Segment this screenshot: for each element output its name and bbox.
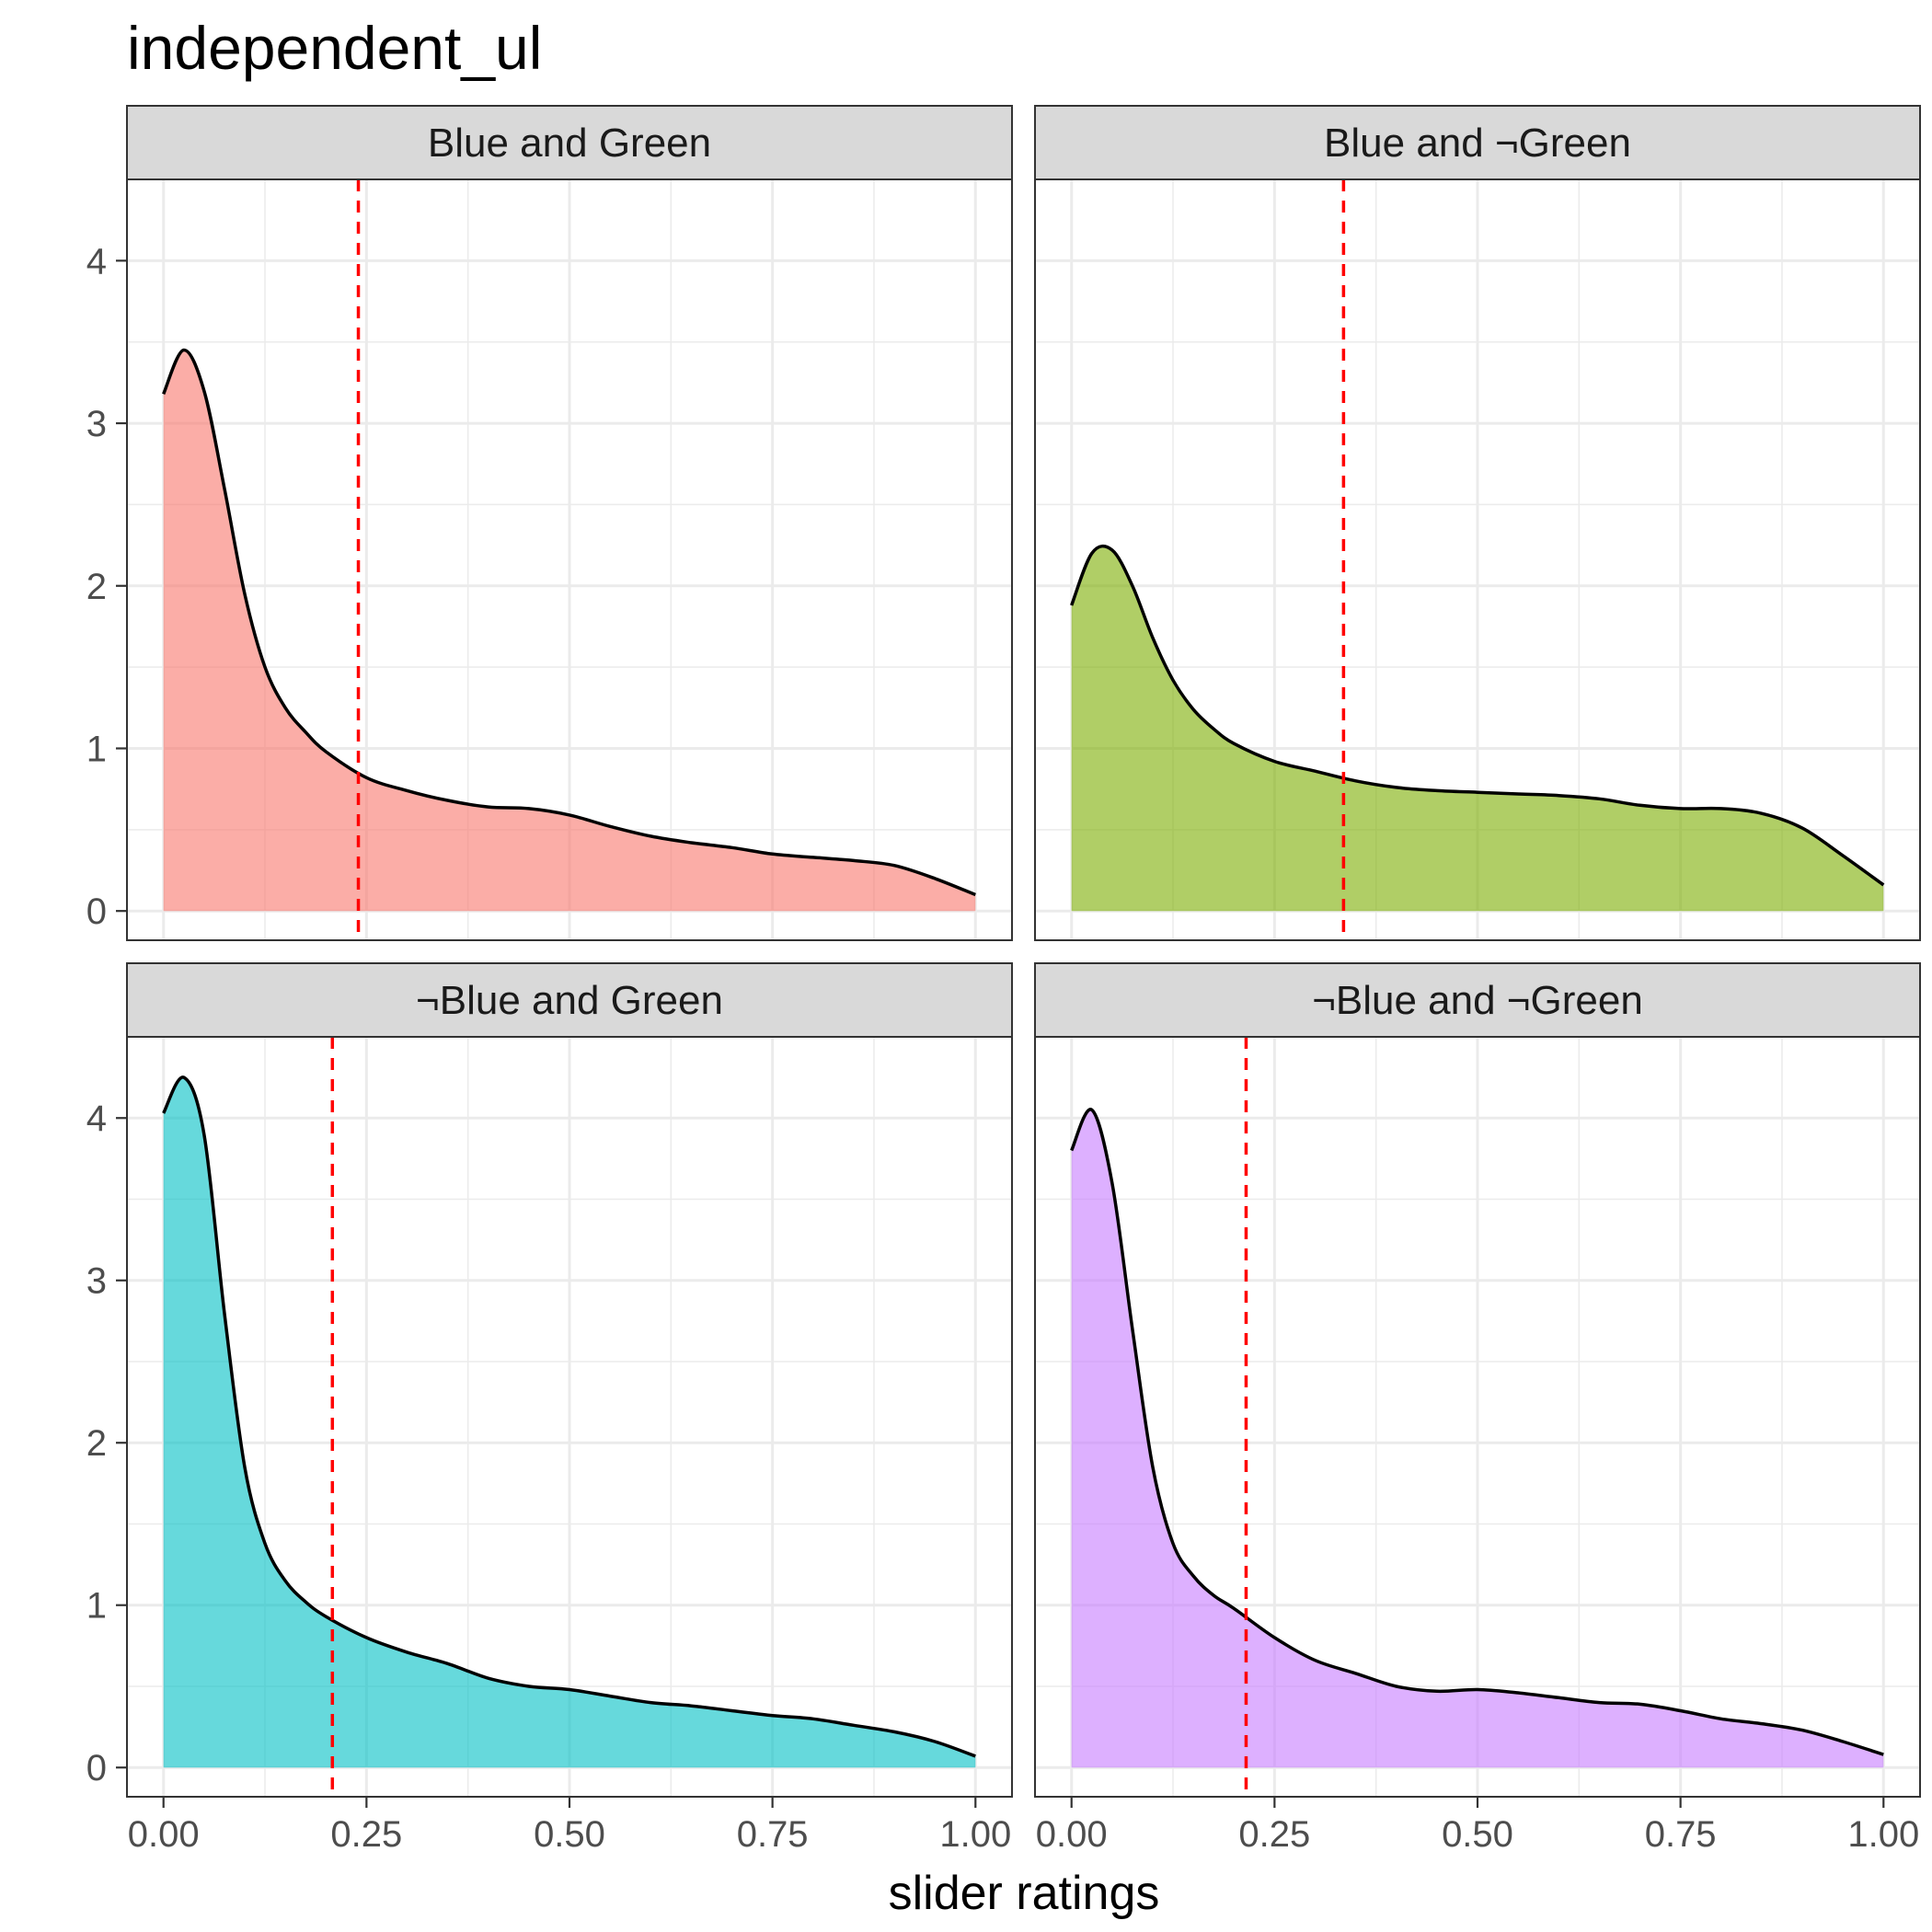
facet-panel: ¬Blue and ¬Green 0.00 0.25 0.50 0.75 1.00 — [1034, 962, 1921, 1855]
facet-strip — [126, 962, 1013, 1038]
y-tick-label: 2 — [86, 1423, 107, 1464]
x-tick-label: 1.00 — [939, 1814, 1011, 1855]
x-axis-title: slider ratings — [889, 1867, 1160, 1920]
facet-panel: Blue and ¬Green — [1034, 105, 1921, 941]
facet-strip-label: ¬Blue and ¬Green — [1312, 978, 1643, 1023]
facet-panels: Blue and Green 0 1 2 3 4 Blue and ¬Green ¬Blue … — [86, 105, 1921, 1855]
chart-title: independent_ul — [127, 14, 542, 82]
y-tick-label: 3 — [86, 404, 107, 444]
x-tick-label: 0.75 — [737, 1814, 809, 1855]
facet-strip — [126, 105, 1013, 180]
y-tick-label: 1 — [86, 729, 107, 769]
panel-border — [126, 178, 1013, 941]
y-tick-label: 4 — [86, 1098, 107, 1139]
facet-panel: ¬Blue and Green 0 1 2 3 4 0.00 0.25 0.50 0.75 1.00 — [86, 962, 1013, 1855]
density-curve — [162, 1075, 976, 1758]
x-tick-label: 1.00 — [1847, 1814, 1919, 1855]
facet-strip-label: Blue and ¬Green — [1324, 121, 1631, 166]
density-area — [1071, 1109, 1884, 1768]
x-tick-label: 0.75 — [1645, 1814, 1717, 1855]
density-area — [1071, 546, 1884, 912]
x-tick-label: 0.00 — [1036, 1814, 1108, 1855]
facet-strip — [1034, 962, 1921, 1038]
facet-panel: Blue and Green 0 1 2 3 4 — [86, 105, 1013, 941]
y-tick-label: 0 — [86, 891, 107, 932]
density-curve — [162, 348, 976, 897]
facet-strip-label: ¬Blue and Green — [416, 978, 723, 1023]
density-curve — [1070, 1108, 1884, 1756]
y-tick-label: 4 — [86, 241, 107, 282]
x-tick-label: 0.00 — [128, 1814, 200, 1855]
x-tick-label: 0.25 — [1238, 1814, 1310, 1855]
facet-strip-label: Blue and Green — [428, 121, 711, 166]
y-tick-label: 2 — [86, 567, 107, 607]
x-tick-label: 0.50 — [1442, 1814, 1513, 1855]
y-tick-label: 3 — [86, 1261, 107, 1302]
panel-border — [1034, 178, 1921, 941]
y-tick-label: 0 — [86, 1748, 107, 1788]
density-area — [163, 350, 976, 912]
x-tick-label: 0.25 — [330, 1814, 402, 1855]
density-area — [163, 1076, 976, 1768]
density-curve — [1070, 544, 1885, 887]
y-tick-label: 1 — [86, 1586, 107, 1627]
facet-strip — [1034, 105, 1921, 180]
x-tick-label: 0.50 — [534, 1814, 605, 1855]
